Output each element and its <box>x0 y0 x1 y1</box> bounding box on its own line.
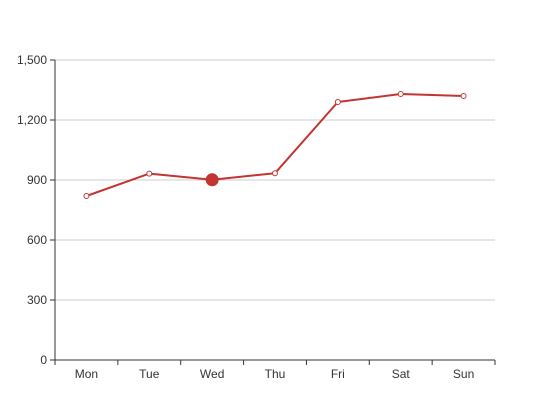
x-tick-label: Mon <box>75 367 98 381</box>
data-point[interactable] <box>460 93 467 99</box>
data-point[interactable] <box>397 91 404 97</box>
y-tick-label: 900 <box>27 173 47 187</box>
data-point[interactable] <box>334 99 341 105</box>
x-tick-label: Tue <box>139 367 160 381</box>
series-layer <box>83 91 467 199</box>
series-line <box>86 93 464 197</box>
y-tick-label: 600 <box>27 233 47 247</box>
data-point[interactable] <box>83 193 90 199</box>
y-tick-label: 300 <box>27 293 47 307</box>
x-tick-label: Sun <box>453 367 474 381</box>
x-tick-label: Wed <box>200 367 224 381</box>
y-tick-label: 1,500 <box>17 53 47 67</box>
data-point[interactable] <box>272 170 278 177</box>
y-tick-label: 1,200 <box>17 113 47 127</box>
x-tick-label: Fri <box>331 367 345 381</box>
x-tick-label: Thu <box>265 367 286 381</box>
axis-layer <box>50 59 496 365</box>
data-point[interactable] <box>146 170 153 177</box>
x-tick-label: Sat <box>392 367 411 381</box>
grid-layer <box>55 59 495 301</box>
label-layer: 0 300 600 900 1,200 1,500 Mon Tue Wed Thu Fri Sat Su… <box>17 53 474 381</box>
y-tick-label: 0 <box>40 353 47 367</box>
data-point-highlighted[interactable] <box>205 173 219 187</box>
